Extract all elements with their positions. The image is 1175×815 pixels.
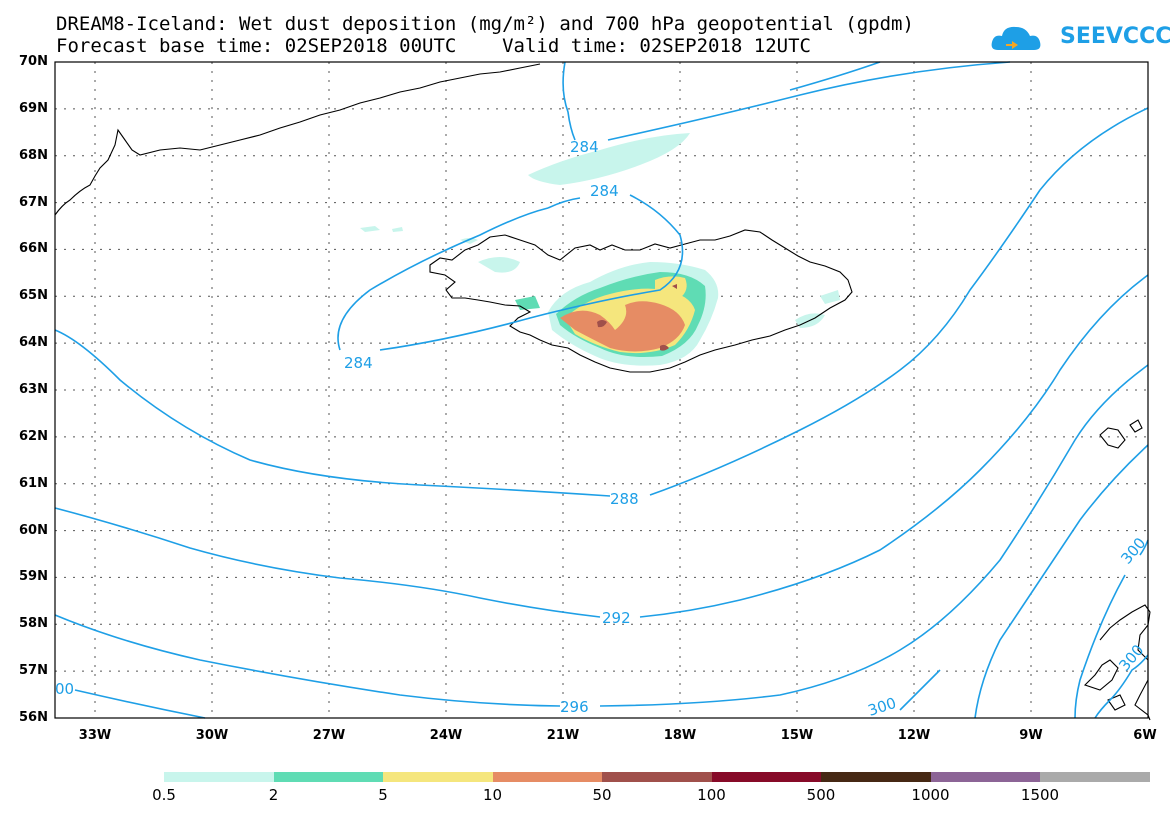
colorbar-label: 1000 bbox=[911, 786, 950, 804]
coastline bbox=[54, 63, 1151, 721]
colorbar-label: 0.5 bbox=[152, 786, 176, 804]
colorbar-label: 10 bbox=[482, 786, 503, 804]
colorbar-segment bbox=[273, 772, 384, 782]
contour-label: 284 bbox=[590, 182, 619, 200]
contour-label: 300 bbox=[1115, 641, 1147, 675]
graticule bbox=[55, 62, 1148, 718]
map-title: DREAM8-Iceland: Wet dust deposition (mg/… bbox=[56, 13, 914, 35]
latitude-label: 70N bbox=[19, 54, 48, 69]
colorbar-label: 5 bbox=[378, 786, 388, 804]
longitude-label: 12W bbox=[897, 728, 931, 743]
contour-label: 300 bbox=[866, 694, 899, 720]
longitude-label: 21W bbox=[546, 728, 580, 743]
longitude-label: 15W bbox=[780, 728, 814, 743]
cloud-logo-icon bbox=[991, 26, 1041, 50]
seevccc-logo-text: SEEVCCC bbox=[1060, 24, 1172, 49]
latitude-label: 66N bbox=[19, 241, 48, 257]
longitude-label: 33W bbox=[78, 728, 112, 743]
latitude-label: 58N bbox=[19, 616, 48, 632]
latitude-label: 68N bbox=[19, 147, 48, 163]
longitude-label: 24W bbox=[429, 728, 463, 743]
colorbar-segment bbox=[930, 772, 1041, 782]
colorbar-label: 50 bbox=[592, 786, 612, 804]
dust-deposition-shading bbox=[360, 133, 840, 366]
colorbar-segment bbox=[164, 772, 274, 782]
latitude-label: 63N bbox=[19, 382, 48, 397]
colorbar-segment bbox=[383, 772, 493, 782]
contour-label: 292 bbox=[602, 609, 631, 627]
colorbar-segment bbox=[602, 772, 712, 782]
latitude-label: 64N bbox=[19, 335, 48, 351]
colorbar-label: 500 bbox=[806, 786, 836, 804]
longitude-label: 9W bbox=[1019, 728, 1043, 743]
colorbar-label: 1500 bbox=[1020, 786, 1060, 804]
contour-label: 296 bbox=[560, 698, 589, 716]
colorbar-segment bbox=[1040, 772, 1150, 782]
latitude-label: 61N bbox=[19, 475, 48, 491]
latitude-label: 60N bbox=[19, 522, 48, 538]
map-frame bbox=[54, 61, 1149, 719]
latitude-label: 62N bbox=[19, 428, 48, 444]
longitude-label: 27W bbox=[312, 728, 346, 743]
latitude-label: 56N bbox=[19, 710, 48, 725]
latitude-label: 59N bbox=[19, 569, 48, 585]
colorbar-segment bbox=[821, 772, 931, 782]
longitude-label: 6W bbox=[1133, 728, 1157, 743]
latitude-label: 65N bbox=[19, 288, 48, 304]
contour-label: 300 bbox=[1117, 534, 1149, 568]
colorbar-segment bbox=[492, 772, 603, 782]
colorbar-segment bbox=[711, 772, 822, 782]
contour-label: 00 bbox=[55, 680, 74, 698]
forecast-time: Forecast base time: 02SEP2018 00UTC Vali… bbox=[56, 35, 811, 57]
colorbar-label: 100 bbox=[697, 786, 726, 804]
contour-label: 284 bbox=[344, 354, 373, 372]
contour-label: 288 bbox=[610, 490, 639, 508]
latitude-label: 69N bbox=[19, 100, 48, 116]
geopotential-contours bbox=[54, 61, 1149, 719]
longitude-label: 30W bbox=[195, 728, 229, 743]
latitude-label: 57N bbox=[19, 663, 48, 679]
contour-label: 284 bbox=[570, 138, 599, 156]
latitude-label: 67N bbox=[19, 194, 48, 210]
longitude-label: 18W bbox=[663, 728, 697, 743]
colorbar-label: 2 bbox=[268, 786, 279, 804]
